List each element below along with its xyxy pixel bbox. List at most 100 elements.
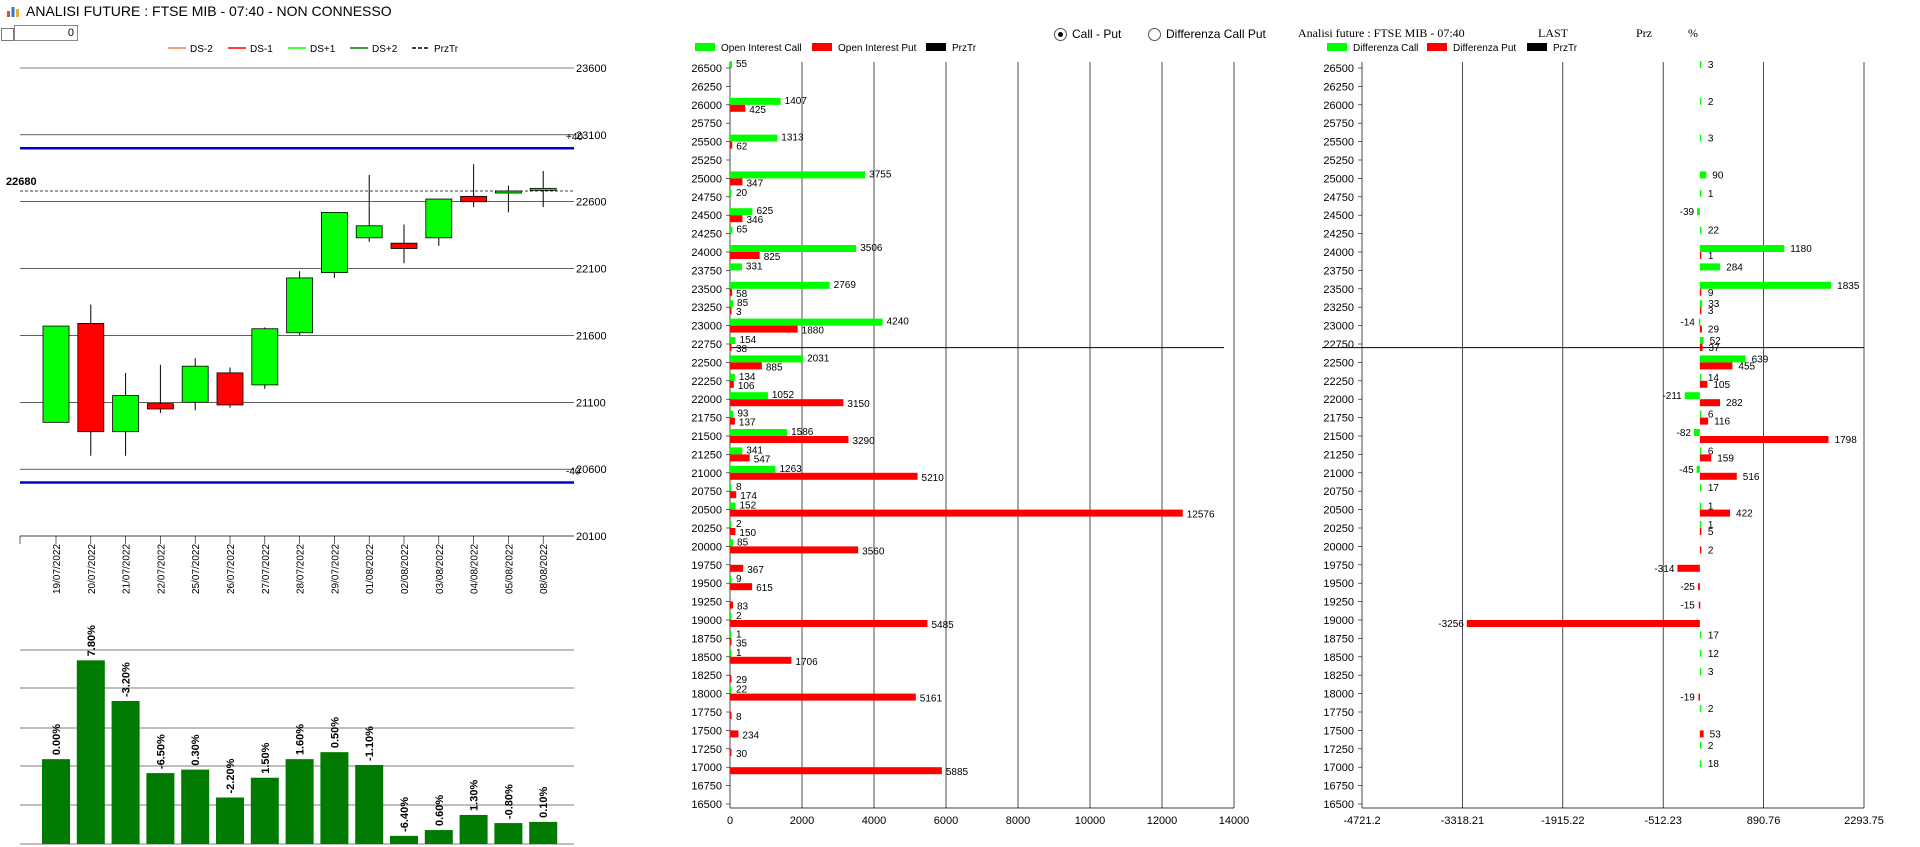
x-tick-label: 2293.75 [1844,815,1884,827]
radio-diff-call-put-dot[interactable] [1148,27,1161,41]
y-tick-label: 16750 [691,781,722,793]
diff-put-bar-label: -19 [1680,693,1695,704]
diff-call-bar [1699,300,1703,308]
diff-call-bar-label: 6 [1708,446,1714,457]
legend-label: PrzTr [1553,43,1578,54]
put-bar [730,399,844,407]
call-bar-label: 331 [746,261,763,272]
put-bar-label: 3 [736,307,742,318]
diff-call-bar [1699,97,1702,105]
change-bar [285,759,314,844]
diff-call-bar-label: 2 [1708,704,1714,715]
diff-call-bar [1699,668,1702,676]
call-bar [730,208,753,216]
call-bar [730,410,734,418]
y-tick-label: 19750 [1323,560,1354,572]
call-bar-label: 154 [740,335,757,346]
radio-diff-call-put[interactable]: Differenza Call Put [1148,27,1266,41]
call-bar-label: 9 [736,574,742,585]
put-bar-label: 12576 [1187,510,1215,521]
x-tick-label: 27/07/2022 [261,544,272,594]
diff-call-bar [1684,392,1700,400]
radio-call-put[interactable]: Call - Put [1054,27,1121,41]
put-bar-label: 150 [739,528,756,539]
x-tick-label: 02/08/2022 [400,544,411,594]
diff-call-bar-label: -45 [1679,465,1694,476]
put-bar-label: 1706 [795,657,818,668]
call-bar [730,631,732,639]
diff-call-bar [1699,760,1702,768]
x-tick-label: 12000 [1147,815,1178,827]
diff-call-bar-label: 1 [1708,502,1714,513]
change-bar-label: 1.50% [260,742,272,773]
put-bar-label: 5161 [920,694,943,705]
diff-put-bar-label: 282 [1726,398,1743,409]
y-tick-label: 20250 [1323,523,1354,535]
y-tick-label: 25250 [691,155,722,167]
diff-put-bar-label: 116 [1714,417,1730,428]
diff-put-bar-label: 3 [1708,306,1714,317]
y-tick-label: 19250 [1323,597,1354,609]
change-bar-label: 0.60% [434,795,446,826]
y-tick-label: 26500 [1323,63,1354,75]
y-tick-label: 23500 [691,284,722,296]
put-bar-label: 83 [737,602,749,613]
diff-call-bar-label: 3 [1708,667,1714,678]
y-tick-label: 23600 [576,63,607,75]
radio-diff-call-put-label: Differenza Call Put [1166,27,1266,41]
call-bar [730,613,732,620]
diff-call-bar [1696,465,1700,473]
diff-put-bar-label: 516 [1743,472,1760,483]
diff-call-bar [1699,484,1702,492]
diff-call-bar-label: -82 [1677,428,1692,439]
option-checkbox[interactable] [1,28,14,41]
value-spinbox[interactable]: 0 [14,25,78,41]
diff-call-bar [1699,189,1702,197]
diff-put-bar [1698,693,1700,701]
y-tick-label: 17750 [1323,707,1354,719]
y-tick-label: 25750 [691,118,722,130]
diff-call-bar-label: 3 [1708,60,1714,71]
y-tick-label: 21100 [576,397,606,409]
y-tick-label: 22250 [691,376,722,388]
call-bar [730,171,866,179]
put-bar-label: 174 [740,491,757,502]
diff-call-bar-label: 2 [1708,741,1714,752]
put-bar [730,362,762,370]
change-bar-label: 0.10% [538,787,550,818]
call-bar-label: 1407 [785,96,808,107]
candle-body [494,190,522,194]
y-tick-label: 26000 [1323,100,1354,112]
diff-call-bar-label: 3 [1708,134,1714,145]
y-tick-label: 24250 [1323,229,1354,241]
y-tick-label: 16750 [1323,781,1354,793]
y-tick-label: 20600 [576,464,607,476]
put-bar [730,141,733,149]
y-tick-label: 20500 [1323,505,1354,517]
diff-put-bar-label: 2 [1708,545,1714,556]
legend-swatch [1527,43,1547,51]
put-bar [730,288,733,296]
call-bar [730,226,733,234]
y-tick-label: 23100 [576,130,607,142]
y-tick-label: 25250 [1323,155,1354,167]
put-bar-label: 5210 [922,473,945,484]
put-bar-label: 58 [736,289,748,300]
y-tick-label: 19000 [1323,615,1354,627]
diff-put-bar [1699,252,1702,259]
y-tick-label: 21000 [691,468,722,480]
put-bar-label: 8 [736,712,742,723]
change-bar [146,773,175,844]
diff-call-bar-label: 17 [1708,483,1720,494]
y-tick-label: 23250 [1323,302,1354,314]
x-tick-label: 8000 [1006,815,1030,827]
put-bar-label: 825 [764,252,781,263]
diff-call-bar [1699,410,1702,418]
y-tick-label: 17500 [1323,725,1354,737]
radio-call-put-dot[interactable] [1054,27,1067,41]
diff-call-bar-label: 17 [1708,630,1720,641]
diff-put-bar [1699,454,1712,462]
legend-label: PrzTr [952,43,977,54]
diff-call-bar-label: 33 [1708,299,1720,310]
